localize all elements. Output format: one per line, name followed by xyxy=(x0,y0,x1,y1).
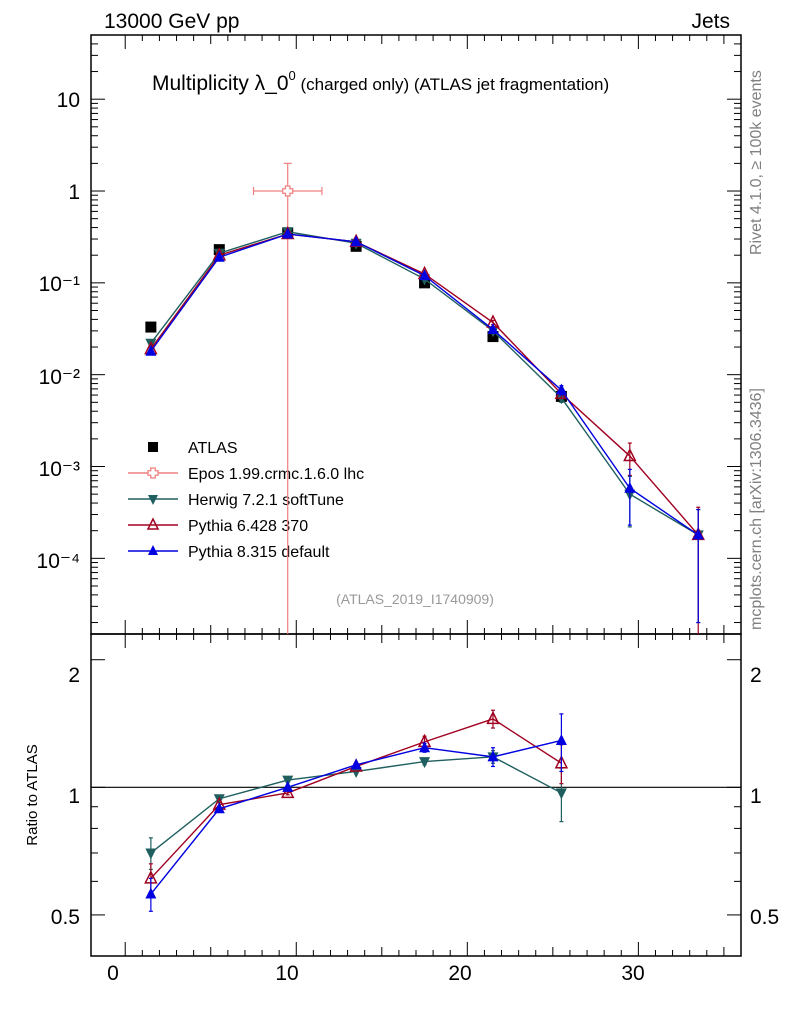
title-main: Multiplicity λ_0 xyxy=(152,72,289,95)
pythia-6-428-370-point xyxy=(623,447,637,462)
ratio-tick-label-1-right: 1 xyxy=(750,785,762,808)
ratio-tick-label-2: 2 xyxy=(68,664,80,687)
x-tick-label-0: 0 xyxy=(107,962,119,985)
legend-label-pythia6: Pythia 6.428 370 xyxy=(188,518,308,535)
y-tick-label-10: 10 xyxy=(57,89,80,112)
site-label: mcplots.cern.ch [arXiv:1306.3436] xyxy=(748,388,765,630)
pythia-8-315-default-ratio-point xyxy=(555,733,567,745)
legend-marker-pythia-8-315-default xyxy=(148,545,158,555)
pythia-8-315-default-ratio-point xyxy=(419,741,431,753)
pythia-8-315-default-point xyxy=(624,481,636,493)
pythia-6-428-370-ratio-point xyxy=(280,784,295,799)
legend-label-atlas: ATLAS xyxy=(188,440,238,457)
ratio-tick-label-0.5: 0.5 xyxy=(51,906,80,929)
y-tick-label-1: 1 xyxy=(68,181,80,204)
title-sup: 0 xyxy=(289,68,296,83)
epos-1-99-crmc-1-6-0-lhc-point xyxy=(282,185,294,197)
pythia-8-315-default-point xyxy=(419,269,431,281)
rivet-label: Rivet 4.1.0, ≥ 100k events xyxy=(748,70,765,255)
pythia-8-315-default-ratio-point xyxy=(350,758,362,770)
header-left: 13000 GeV pp xyxy=(104,10,239,33)
pythia-8-315-default-ratio-point xyxy=(213,802,225,814)
herwig-7-2-1-softtune-ratio-point xyxy=(145,848,157,860)
herwig-7-2-1-softtune-ratio-point xyxy=(419,757,431,769)
ratio-tick-label-0.5-right: 0.5 xyxy=(750,906,779,929)
ratio-axis-label: Ratio to ATLAS xyxy=(24,744,41,845)
y-tick-label-1e-3: 10⁻³ xyxy=(39,458,80,481)
chart-title: Multiplicity λ_00 (charged only) (ATLAS … xyxy=(152,68,609,95)
title-rest: (charged only) (ATLAS jet fragmentation) xyxy=(296,75,609,94)
axis-ticks xyxy=(91,34,741,957)
x-tick-label-10: 10 xyxy=(275,962,298,985)
legend-marks xyxy=(128,442,178,555)
ratio-panel-frame xyxy=(90,633,742,957)
pythia-8-315-default-point xyxy=(282,227,294,239)
x-tick-label-30: 30 xyxy=(621,962,644,985)
main-plot-marks xyxy=(144,162,705,634)
pythia-8-315-default-point xyxy=(350,235,362,247)
legend-marker-epos-1-99-crmc-1-6-0-lhc xyxy=(147,467,159,479)
header-right: Jets xyxy=(691,10,730,33)
y-tick-label-1e-1: 10⁻¹ xyxy=(39,273,80,296)
ratio-plot-marks xyxy=(144,709,569,912)
x-tick-label-20: 20 xyxy=(448,962,471,985)
atlas-point xyxy=(145,321,157,333)
legend-marker-herwig-7-2-1-softtune xyxy=(148,495,158,505)
legend-label-pythia8: Pythia 8.315 default xyxy=(188,544,330,561)
pythia-6-428-370-ratio-point xyxy=(486,710,500,725)
pythia-8-315-default-point xyxy=(213,250,225,262)
legend-label-herwig: Herwig 7.2.1 softTune xyxy=(188,492,344,509)
legend-marker-atlas xyxy=(148,442,158,452)
ratio-tick-label-2-right: 2 xyxy=(750,664,762,687)
legend-marker-pythia-6-428-370 xyxy=(146,517,160,530)
pythia-8-315-default-point xyxy=(555,383,567,395)
y-tick-label-1e-2: 10⁻² xyxy=(39,366,80,389)
y-tick-label-1e-4: 10⁻⁴ xyxy=(37,550,80,573)
ratio-tick-label-1: 1 xyxy=(68,785,80,808)
herwig-7-2-1-softtune-ratio-point xyxy=(350,766,362,778)
herwig-7-2-1-softtune-ratio-point xyxy=(555,788,567,800)
pythia-8-315-default-point xyxy=(487,323,499,335)
pythia-8-315-default-ratio-point xyxy=(282,780,294,792)
pythia-8-315-default-point xyxy=(145,344,157,356)
analysis-label: (ATLAS_2019_I1740909) xyxy=(336,591,494,607)
pythia-8-315-default-point xyxy=(692,528,704,540)
pythia-6-428-370-ratio-line xyxy=(150,718,562,879)
pythia-8-315-default-ratio-point xyxy=(145,887,157,899)
pythia-8-315-default-ratio-point xyxy=(487,750,499,762)
legend-label-epos: Epos 1.99.crmc.1.6.0 lhc xyxy=(188,466,364,483)
